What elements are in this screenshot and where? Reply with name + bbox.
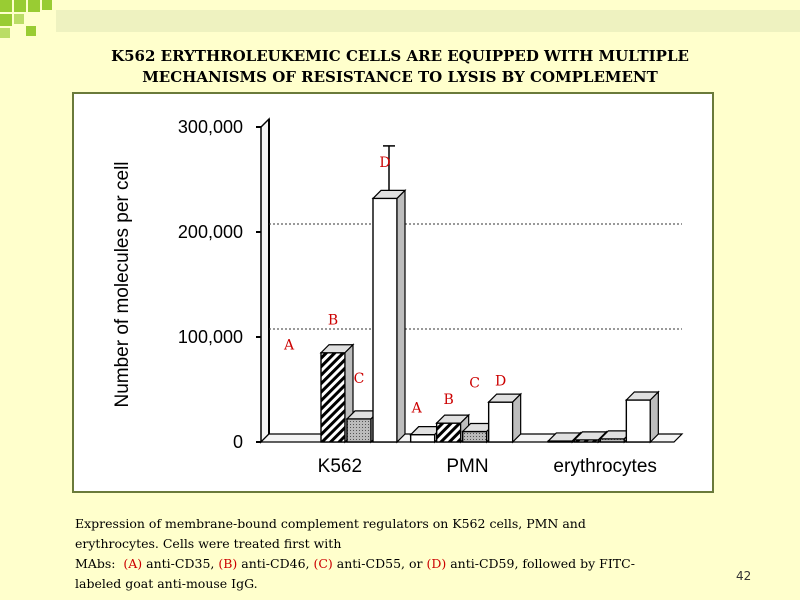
series-annotation: B <box>328 312 338 328</box>
series-annotation: A <box>411 401 423 417</box>
caption-c-label: (C) <box>313 556 333 571</box>
y-tick-label: 200,000 <box>178 222 243 242</box>
caption-line-2: erythrocytes. Cells were treated first w… <box>75 536 342 551</box>
bar-chart: 0 100,000 200,000 300,000 Number of molecule… <box>112 117 684 477</box>
title-line-1: K562 ERYTHROLEUKEMIC CELLS ARE EQUIPPED … <box>111 47 689 65</box>
corner-decoration <box>0 0 800 38</box>
caption-b-text: anti-CD46, <box>237 556 314 571</box>
series-annotation: B <box>444 392 454 408</box>
bar-K562-D <box>372 197 398 443</box>
x-tick-label: PMN <box>446 456 488 477</box>
caption-b-label: (B) <box>218 556 238 571</box>
bar-PMN-B <box>435 422 462 443</box>
figure-caption: Expression of membrane-bound complement … <box>75 514 735 594</box>
bar-K562-B <box>320 352 346 443</box>
caption-a-text: anti-CD35, <box>142 556 219 571</box>
bar-PMN-D <box>487 401 514 443</box>
caption-d-label: (D) <box>426 556 447 571</box>
caption-c-text: anti-CD55, or <box>332 556 427 571</box>
series-annotation: C <box>354 371 365 387</box>
caption-d-text: anti-CD59, followed by FITC- <box>446 556 635 571</box>
bar-K562-C <box>346 418 372 443</box>
series-annotation: D <box>379 155 390 171</box>
y-axis-title: Number of molecules per cell <box>112 161 133 407</box>
bar-erythrocytes-D <box>625 399 652 443</box>
caption-mabs: MAbs: <box>75 556 124 571</box>
bar-side-K562-D <box>396 188 406 444</box>
bar-side-erythrocytes-D <box>649 390 659 444</box>
caption-line-3: MAbs: (A) anti-CD35, (B) anti-CD46, (C) … <box>75 554 735 574</box>
y-tick-label: 0 <box>233 432 243 452</box>
y-tick-label: 300,000 <box>178 117 243 137</box>
caption-a-label: (A) <box>123 556 143 571</box>
series-annotation: D <box>495 373 506 389</box>
y-tick-label: 100,000 <box>178 327 243 347</box>
caption-line-4: labeled goat anti-mouse IgG. <box>75 576 258 591</box>
series-annotation: C <box>469 375 480 391</box>
caption-line-1: Expression of membrane-bound complement … <box>75 516 586 531</box>
slide-title: K562 ERYTHROLEUKEMIC CELLS ARE EQUIPPED … <box>40 46 760 88</box>
x-tick-label: K562 <box>318 456 362 477</box>
title-line-2: MECHANISMS OF RESISTANCE TO LYSIS BY COM… <box>142 68 658 86</box>
page-number: 42 <box>736 569 752 583</box>
figure-frame: 0 100,000 200,000 300,000 Number of molecule… <box>72 92 714 493</box>
x-tick-label: erythrocytes <box>553 456 656 477</box>
bar-side-PMN-D <box>512 392 522 444</box>
bar-PMN-A <box>409 433 436 443</box>
series-annotation: A <box>283 338 295 354</box>
bar-PMN-C <box>461 430 488 443</box>
y-axis-wall <box>260 117 270 444</box>
